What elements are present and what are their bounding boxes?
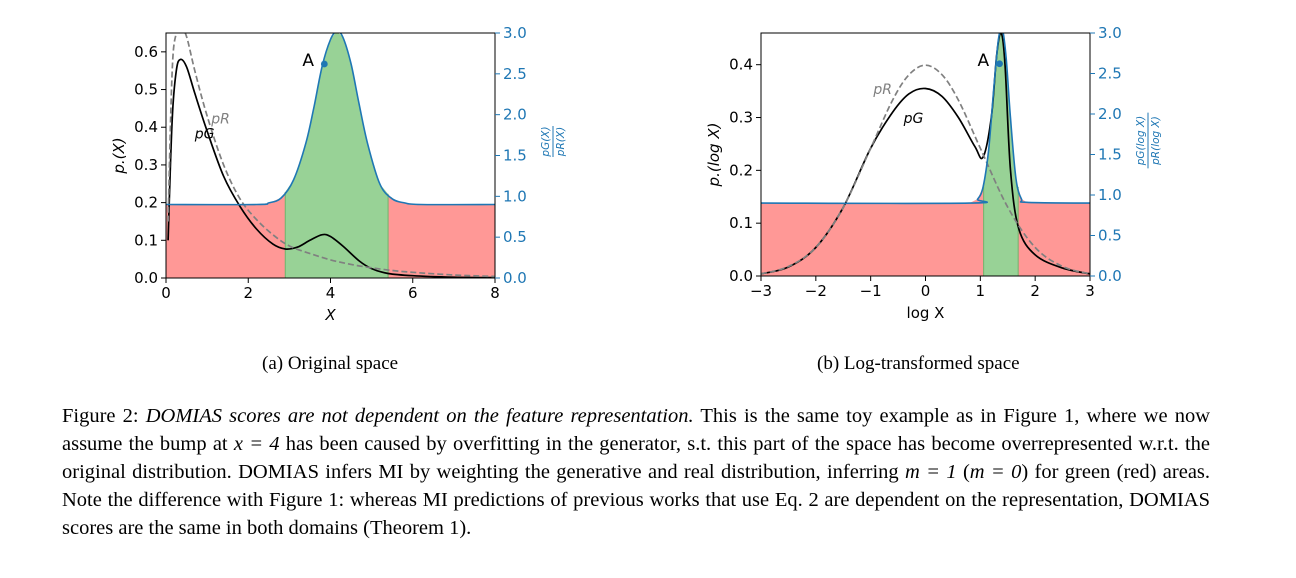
plot-area [761,33,1090,276]
y-left-tick-label: 0.4 [134,118,158,136]
y-right-tick-label: 1.0 [1098,186,1122,204]
chart-log-space: −3 −2 −1 0 1 2 30.00.10.20.30.40.00.51.01.52.0… [705,24,1162,322]
y-right-axis-label: pG(log X) pR(log X) [1135,112,1162,169]
subcaption-b: (b) Log-transformed space [817,353,1020,374]
green-region [983,33,1019,276]
y-left-axis-label: p.(X) [110,137,128,174]
x-tick-label: −2 [805,282,827,300]
series-label-pG: pG [903,111,924,127]
plot-area [166,33,495,278]
x-tick-label: 1 [976,282,986,300]
point-a-marker [996,60,1003,68]
caption-body-1: This is the same toy example as in Figur… [62,405,1210,455]
figure-caption: Figure 2: DOMIAS scores are not dependen… [62,402,1210,542]
x-tick-label: −1 [860,282,882,300]
y-left-tick-label: 0.1 [729,214,753,232]
y-right-tick-label: 3.0 [503,24,527,42]
caption-body-3: ( [956,461,970,483]
y-left-tick-label: 0.2 [134,194,158,212]
y-right-tick-label: 3.0 [1098,24,1122,42]
y-right-tick-label: 1.0 [503,187,527,205]
caption-body-2: has been caused by overfitting in the ge… [62,433,1210,483]
y-right-tick-label: 2.0 [503,106,527,124]
series-ratio-line [761,33,1090,205]
series-pG-line [167,58,495,278]
caption-body-4: ) for green (red) areas. Note the differ… [62,461,1211,539]
y-right-label-numerator: pG(X) [540,126,552,157]
red-region-left [166,192,286,278]
y-right-tick-label: 0.0 [1098,267,1122,285]
y-left-tick-label: 0.5 [134,81,158,99]
y-left-tick-label: 0.1 [134,231,158,249]
caption-math-3: m = 0 [969,461,1022,483]
series-label-pR: pR [872,82,892,98]
y-left-tick-label: 0.0 [134,269,158,287]
x-tick-label: 0 [161,284,171,302]
x-tick-label: 0 [921,282,931,300]
y-right-tick-label: 2.0 [1098,105,1122,123]
y-left-axis-label: p.(log X) [705,123,723,188]
point-a-marker [320,60,328,68]
series-ratio-line [166,33,495,206]
x-tick-label: 2 [1030,282,1040,300]
y-left-tick-label: 0.2 [729,161,753,179]
y-right-label-denominator: pR(log X) [1150,116,1162,166]
caption-title: DOMIAS scores are not dependent on the f… [145,405,694,427]
y-right-tick-label: 1.5 [1098,146,1122,164]
point-a-label: A [978,51,990,71]
y-right-tick-label: 0.0 [503,269,527,287]
series-pG-line [761,33,1090,275]
y-right-tick-label: 2.5 [503,65,527,83]
y-right-tick-label: 0.5 [1098,227,1122,245]
caption-math-1: x = 4 [233,433,280,455]
green-region [285,33,389,278]
point-a-label: A [302,51,314,71]
y-right-tick-label: 0.5 [503,228,527,246]
y-right-tick-label: 1.5 [503,147,527,165]
red-region-right [1018,186,1090,276]
series-pR-line [761,64,1090,275]
x-axis-label: X [324,306,336,324]
y-left-tick-label: 0.0 [729,267,753,285]
y-right-label-denominator: pR(X) [555,127,567,157]
series-label-pG: pG [194,127,215,143]
series-pR-line [167,33,495,278]
red-region-right [388,193,495,278]
caption-label: Figure 2: [62,405,139,427]
figure-canvas: 0 2 4 6 80.00.10.20.30.40.50.60.00.51.01.52.… [110,24,1162,324]
y-left-tick-label: 0.3 [134,156,158,174]
x-axis-label: log X [907,304,945,322]
chart-original-space: 0 2 4 6 80.00.10.20.30.40.50.60.00.51.01.52.… [110,24,567,324]
x-tick-label: 4 [326,284,336,302]
caption-math-2: m = 1 [905,461,957,483]
y-left-tick-label: 0.6 [134,43,158,61]
y-left-tick-label: 0.3 [729,109,753,127]
y-right-tick-label: 2.5 [1098,65,1122,83]
x-tick-label: 2 [243,284,253,302]
y-right-label-numerator: pG(log X) [1135,116,1147,167]
series-label-pR: pR [210,111,230,127]
red-region-left [761,183,984,276]
x-tick-label: 6 [408,284,418,302]
x-tick-label: −3 [750,282,772,300]
y-right-axis-label: pG(X) pR(X) [540,126,567,158]
y-left-tick-label: 0.4 [729,56,753,74]
x-tick-label: 3 [1085,282,1095,300]
x-tick-label: 8 [490,284,500,302]
subcaption-a: (a) Original space [262,353,399,374]
